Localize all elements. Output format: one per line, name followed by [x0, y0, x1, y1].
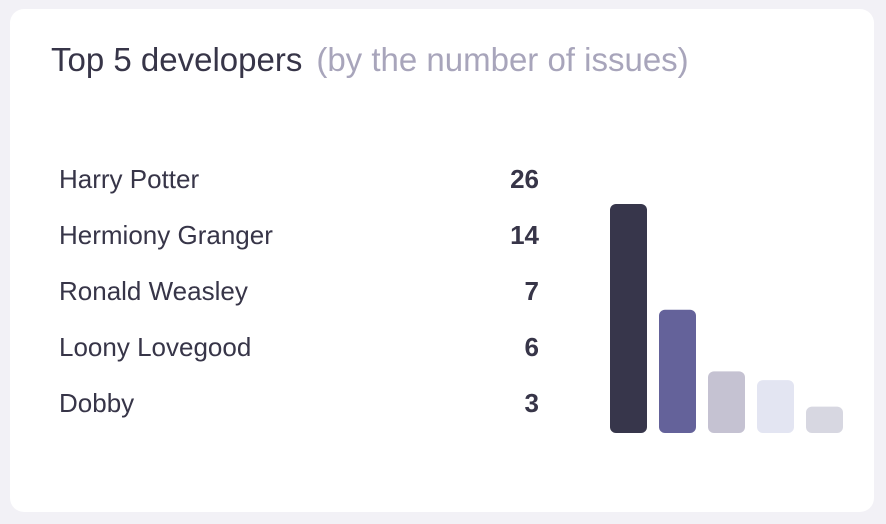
bar-hermiony-granger — [659, 309, 696, 433]
issue-count: 14 — [510, 220, 539, 250]
developer-name: Loony Lovegood — [59, 332, 252, 362]
developer-name: Ronald Weasley — [59, 276, 248, 306]
card-header: Top 5 developers (by the number of issues… — [51, 40, 689, 87]
developer-row: Loony Lovegood 6 — [59, 325, 539, 381]
card-subtitle: (by the number of issues) — [316, 41, 689, 78]
developer-row: Harry Potter 26 — [59, 157, 539, 213]
bar-dobby — [806, 406, 843, 433]
issue-count: 26 — [510, 164, 539, 194]
developer-name: Harry Potter — [59, 164, 200, 194]
developer-list: Harry Potter 26 Hermiony Granger 14 Ronald W… — [59, 157, 539, 437]
developer-name: Hermiony Granger — [59, 220, 273, 250]
bar-harry-potter — [610, 204, 647, 433]
bar-ronald-weasley — [708, 371, 745, 433]
issue-count: 3 — [524, 388, 539, 418]
top-developers-card: Top 5 developers (by the number of issues… — [10, 9, 874, 512]
developer-name: Dobby — [59, 388, 135, 418]
issue-count: 7 — [524, 276, 539, 306]
bar-loony-lovegood — [757, 380, 794, 433]
developer-row: Ronald Weasley 7 — [59, 269, 539, 325]
developer-row: Hermiony Granger 14 — [59, 213, 539, 269]
issue-count: 6 — [524, 332, 539, 362]
card-title: Top 5 developers — [51, 41, 303, 78]
issues-bar-chart — [610, 204, 843, 433]
developer-row: Dobby 3 — [59, 381, 539, 437]
